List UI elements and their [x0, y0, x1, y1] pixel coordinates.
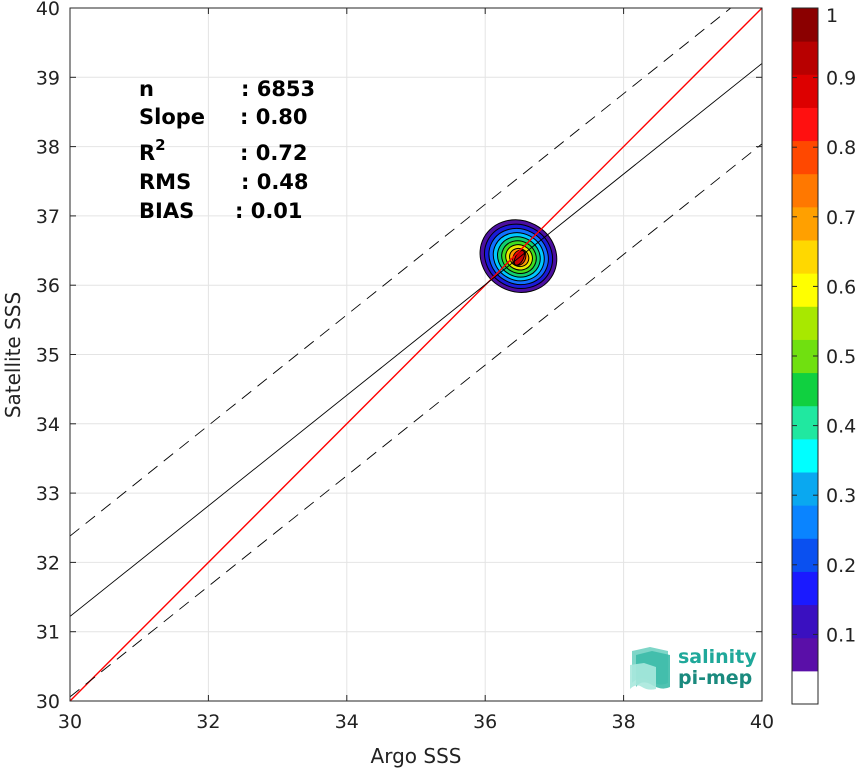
colorbar-segment — [792, 41, 818, 75]
x-tick-label: 36 — [473, 711, 497, 733]
x-axis: 30 32 34 36 38 40 — [58, 8, 774, 733]
logo-line1: salinity — [678, 646, 757, 668]
stat-value: : 0.80 — [240, 105, 308, 129]
logo-line2: pi-mep — [678, 667, 752, 689]
colorbar-segment — [792, 571, 818, 606]
y-axis: 30 31 32 33 34 35 36 37 38 39 40 — [36, 0, 762, 713]
grid — [70, 8, 762, 701]
colorbar-segment — [792, 372, 818, 407]
colorbar-tick-label: 0.3 — [826, 485, 856, 507]
colorbar-segment — [792, 472, 818, 506]
stat-value: : 0.72 — [240, 141, 308, 165]
y-tick-label: 36 — [36, 275, 60, 297]
colorbar-segment — [792, 538, 818, 572]
colorbar-tick-label: 0.2 — [826, 555, 856, 577]
x-axis-label: Argo SSS — [371, 744, 462, 768]
colorbar-segment — [792, 637, 818, 672]
lower-bound-line — [70, 143, 762, 698]
colorbar-segment — [792, 438, 818, 473]
colorbar-segment — [792, 505, 818, 539]
colorbar-tick-label: 0.4 — [826, 416, 856, 438]
x-tick-label: 34 — [335, 711, 359, 733]
stat-label: RMS — [139, 170, 191, 194]
colorbar-segment — [792, 8, 818, 42]
salinity-pi-mep-logo: salinity pi-mep — [630, 646, 757, 690]
colorbar-tick-label: 0.5 — [826, 346, 856, 368]
stat-label: n — [139, 77, 154, 101]
x-tick-label: 38 — [612, 711, 636, 733]
x-tick-label: 32 — [196, 711, 220, 733]
colorbar-tick-label: 0.6 — [826, 276, 856, 298]
x-tick-label: 30 — [58, 711, 82, 733]
identity-line — [70, 8, 762, 701]
y-tick-label: 33 — [36, 483, 60, 505]
colorbar-segment — [792, 206, 818, 241]
upper-bound-line — [70, 8, 732, 537]
colorbar-tick-label: 0.8 — [826, 137, 856, 159]
y-tick-label: 30 — [36, 691, 60, 713]
colorbar-segment — [792, 273, 818, 307]
colorbar-segment — [792, 604, 818, 639]
colorbar-segment — [792, 405, 818, 440]
colorbar-segment — [792, 670, 818, 705]
stats-box: n : 6853 Slope : 0.80 R2 : 0.72 RMS : 0.48 BIAS:… — [139, 77, 315, 223]
y-tick-label: 32 — [36, 552, 60, 574]
y-tick-label: 39 — [36, 67, 60, 89]
colorbar-segment — [792, 173, 818, 208]
stat-label: Slope — [139, 105, 205, 129]
regression-line — [70, 63, 762, 617]
y-axis-label: Satellite SSS — [1, 292, 25, 418]
colorbar-tick-label: 0.9 — [826, 68, 856, 90]
y-tick-label: 37 — [36, 206, 60, 228]
stat-label: BIAS — [139, 199, 194, 223]
y-tick-label: 31 — [36, 622, 60, 644]
colorbar-tick-label: 0.1 — [826, 624, 856, 646]
colorbar-tick-label: 1 — [826, 5, 838, 27]
density-contours — [479, 219, 558, 293]
stat-value: : 6853 — [241, 77, 315, 101]
y-tick-label: 40 — [36, 0, 60, 20]
y-tick-label: 35 — [36, 345, 60, 367]
colorbar-segment — [792, 240, 818, 274]
colorbar-segment — [792, 74, 818, 108]
stat-value: : 0.48 — [241, 170, 309, 194]
colorbar-segment — [792, 107, 818, 142]
fit-lines — [70, 8, 762, 701]
logo-wave-icon — [630, 647, 670, 690]
colorbar-tick-label: 0.7 — [826, 207, 856, 229]
colorbar-segment — [792, 306, 818, 340]
x-tick-label: 40 — [750, 711, 774, 733]
stat-label-superscript: 2 — [155, 136, 165, 154]
y-tick-label: 38 — [36, 137, 60, 159]
stat-value: : 0.01 — [235, 199, 303, 223]
colorbar-segment — [792, 140, 818, 175]
colorbar: 0.1 0.2 0.3 0.4 0.5 0.6 0.7 0.8 0.9 1 — [791, 5, 856, 705]
y-tick-label: 34 — [36, 414, 60, 436]
stat-label: R2 — [139, 136, 166, 165]
